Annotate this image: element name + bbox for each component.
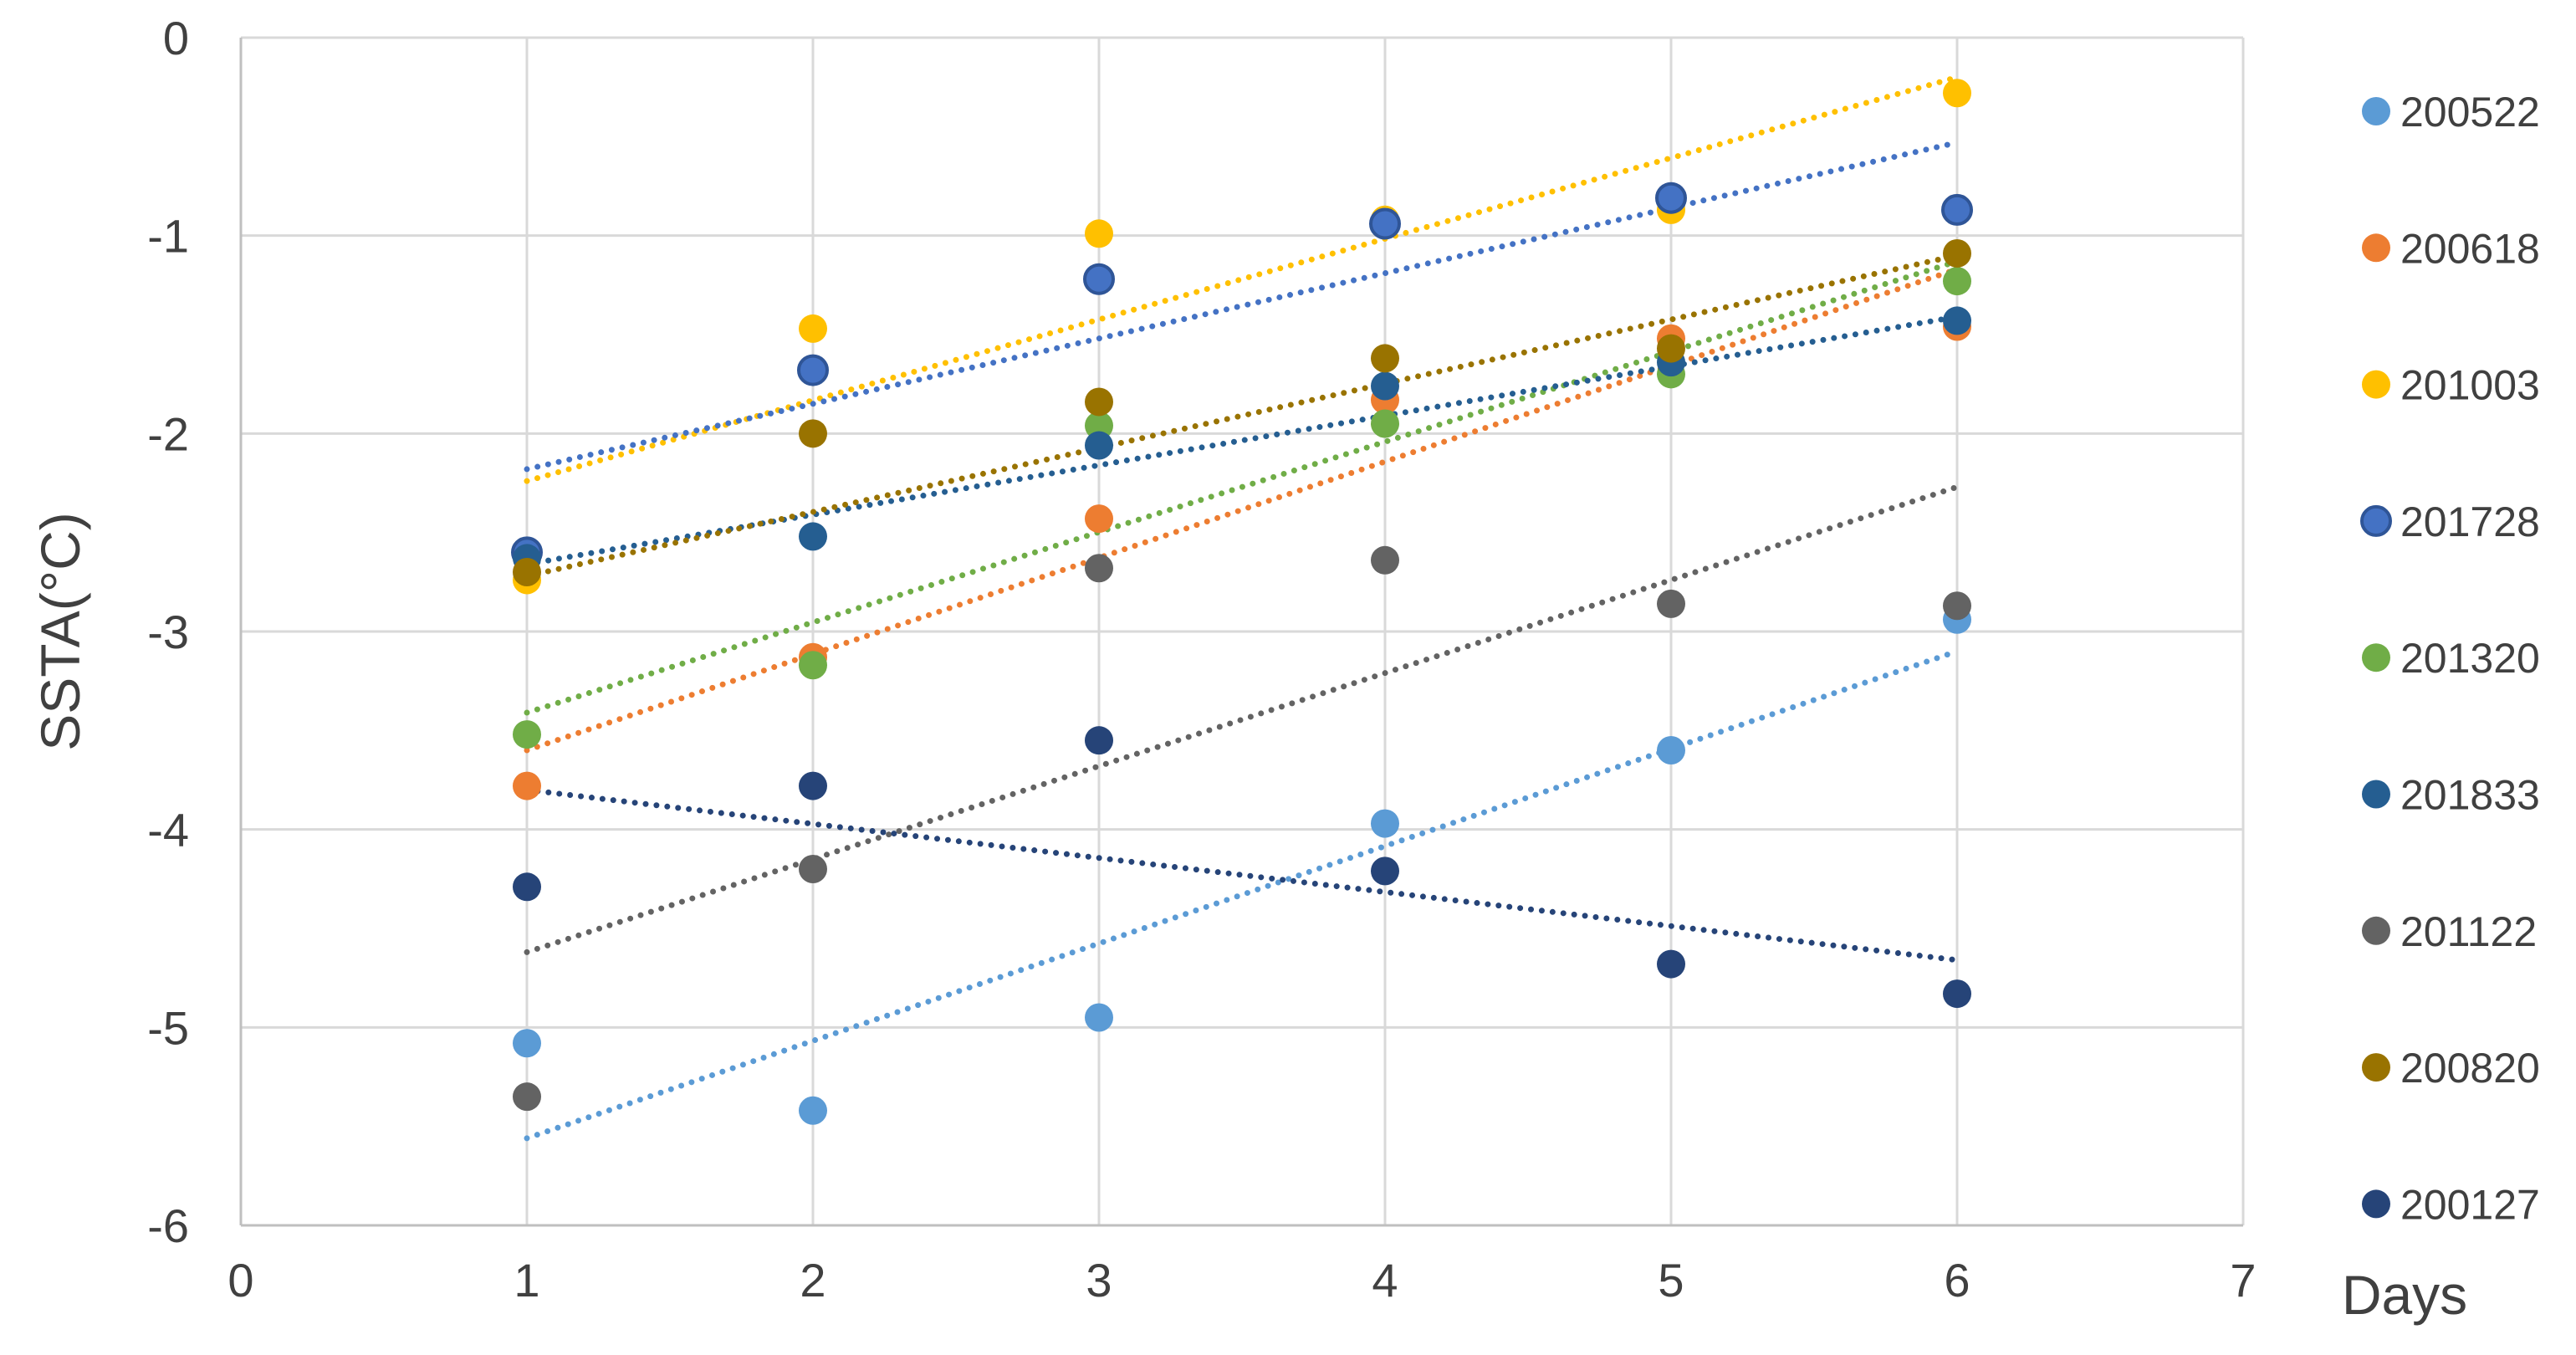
data-point-200522 [799, 1096, 827, 1125]
data-point-200522 [513, 1029, 541, 1058]
legend-label-201122: 201122 [2400, 908, 2537, 955]
data-point-201833 [799, 522, 827, 551]
y-axis-title: SSTA(°C) [29, 512, 91, 751]
x-tick-label: 0 [227, 1254, 253, 1306]
legend-marker-201003 [2362, 370, 2390, 399]
legend-marker-201122 [2362, 916, 2390, 945]
legend-label-200522: 200522 [2400, 89, 2540, 136]
legend-label-201833: 201833 [2400, 772, 2540, 819]
trendline-200618 [524, 266, 1960, 754]
trendline-201728 [524, 139, 1960, 473]
x-tick-label: 5 [1658, 1254, 1684, 1306]
trendline-201833 [524, 314, 1960, 568]
legend-marker-200127 [2362, 1189, 2390, 1219]
x-tick-label: 1 [514, 1254, 539, 1306]
x-tick-label: 2 [800, 1254, 825, 1306]
legend-marker-200618 [2362, 233, 2390, 263]
y-tick-label: -5 [147, 1001, 189, 1054]
legend-marker-201320 [2362, 643, 2390, 672]
legend-label-201003: 201003 [2400, 362, 2540, 409]
trendline-200127 [524, 786, 1960, 964]
data-point-200522 [1657, 736, 1685, 764]
data-point-201122 [1371, 545, 1399, 575]
data-point-201320 [1371, 409, 1399, 438]
data-point-201728 [1941, 193, 1973, 226]
y-tick-label: 0 [163, 12, 189, 64]
data-point-200820 [513, 558, 541, 586]
legend-label-200127: 200127 [2400, 1181, 2540, 1228]
data-point-200618 [1085, 504, 1113, 534]
data-point-201728 [797, 354, 829, 386]
data-point-200618 [513, 771, 541, 800]
x-axis-title: Days [2342, 1264, 2467, 1326]
data-point-201320 [1085, 411, 1113, 440]
data-point-200522 [1085, 1003, 1113, 1032]
data-point-201122 [1943, 591, 1971, 621]
trendline-201003 [524, 74, 1960, 484]
legend-marker-201728 [2360, 504, 2392, 537]
data-point-200820 [1943, 238, 1971, 268]
legend-label-200618: 200618 [2400, 225, 2540, 272]
data-point-201728 [1369, 207, 1401, 240]
data-point-200127 [1943, 979, 1971, 1009]
data-point-200820 [1085, 387, 1113, 417]
y-tick-label: -2 [147, 407, 189, 460]
legend-label-201320: 201320 [2400, 635, 2540, 682]
data-point-201003 [799, 314, 827, 343]
data-point-200522 [1371, 809, 1399, 838]
data-point-200127 [513, 872, 541, 902]
data-point-201122 [513, 1082, 541, 1112]
data-point-200820 [1371, 344, 1399, 373]
legend-marker-200820 [2362, 1053, 2390, 1082]
data-point-200127 [1371, 856, 1399, 886]
x-tick-label: 6 [1944, 1254, 1970, 1306]
data-point-201833 [1371, 371, 1399, 401]
data-point-201003 [1943, 79, 1971, 108]
legend-label-201728: 201728 [2400, 499, 2540, 545]
data-point-200127 [1085, 726, 1113, 755]
data-point-200127 [799, 771, 827, 800]
axes [239, 38, 2243, 1227]
legend-label-200820: 200820 [2400, 1045, 2540, 1092]
trendline-200820 [524, 252, 1960, 580]
legend-marker-200522 [2362, 97, 2390, 125]
data-points [511, 79, 1973, 1125]
x-tick-label: 4 [1372, 1254, 1398, 1306]
axis-labels: 0 1 2 3 4 5 6 7 0 -1 -2 -3 -4 -5 -6 Days SSTA(°C) [29, 12, 2467, 1326]
data-point-200127 [1657, 949, 1685, 979]
y-tick-label: -1 [147, 210, 189, 263]
y-tick-label: -6 [147, 1199, 189, 1252]
x-tick-label: 7 [2230, 1254, 2256, 1306]
data-point-200820 [799, 419, 827, 448]
x-tick-label: 3 [1086, 1254, 1112, 1306]
data-point-201833 [1085, 431, 1113, 460]
trendlines [524, 74, 1960, 1142]
data-point-201728 [1083, 263, 1115, 295]
data-point-201320 [513, 720, 541, 749]
data-point-201122 [1657, 589, 1685, 618]
legend-marker-201833 [2362, 780, 2390, 809]
data-point-200820 [1657, 334, 1685, 363]
data-point-201122 [799, 855, 827, 883]
trendline-201320 [524, 258, 1960, 716]
data-point-201833 [1943, 306, 1971, 335]
y-tick-label: -3 [147, 606, 189, 658]
data-point-201320 [799, 651, 827, 680]
data-point-201003 [1085, 219, 1113, 248]
trendline-200522 [524, 648, 1960, 1142]
y-tick-label: -4 [147, 804, 189, 856]
data-point-201122 [1085, 554, 1113, 583]
data-point-201320 [1943, 267, 1971, 296]
data-point-201728 [1655, 182, 1687, 214]
legend: 200522 200618 201003 201728 201320 201833 2011… [2360, 89, 2540, 1228]
trendline-201122 [524, 483, 1960, 955]
